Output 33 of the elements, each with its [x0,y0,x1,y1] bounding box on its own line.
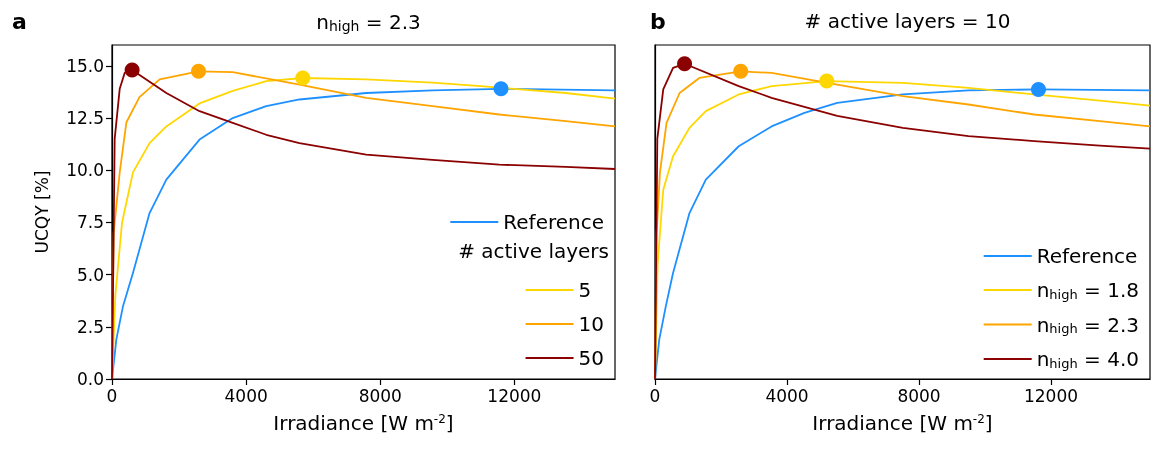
text: b [650,8,666,34]
point [1030,81,1046,97]
legend-label: Reference [1036,244,1138,268]
x-tick-label: 4000 [224,385,268,406]
x-tick-label: 0 [649,385,661,406]
y-tick-label: 7.5 [76,212,104,233]
x-tick-label: 0 [106,385,118,406]
chart-title: # active layers = 10 [804,9,1011,33]
y-axis-title: UCQY [%] [31,170,52,254]
legend-label: 10 [578,312,604,336]
y-tick-label: 12.5 [66,108,104,129]
chart-title: nhigh = 2.3 [316,10,421,34]
legend-label: 50 [578,346,604,370]
legend-label: nhigh = 1.8 [1036,278,1139,302]
y-tick-label: 0.0 [76,369,104,389]
legend-title: # active layers [458,239,609,263]
text: a [12,8,27,34]
point [819,73,835,89]
legend-label: 5 [578,278,592,302]
legend-label: nhigh = 2.3 [1036,312,1139,337]
x-tick-label: 8000 [897,385,941,406]
x-tick-label: 12000 [487,385,542,406]
x-tick-label: 4000 [765,385,809,406]
legend-label: nhigh = 4.0 [1036,347,1139,371]
point [733,63,749,79]
y-tick-label: 15.0 [66,55,104,76]
y-tick-label: 2.5 [76,316,104,337]
y-tick-label: 5.0 [76,264,104,285]
point [677,56,693,72]
legend-label: Reference [503,210,605,234]
x-tick-label: 8000 [358,385,402,406]
x-tick-label: 12000 [1023,385,1079,406]
y-tick-label: 10.0 [66,160,104,181]
